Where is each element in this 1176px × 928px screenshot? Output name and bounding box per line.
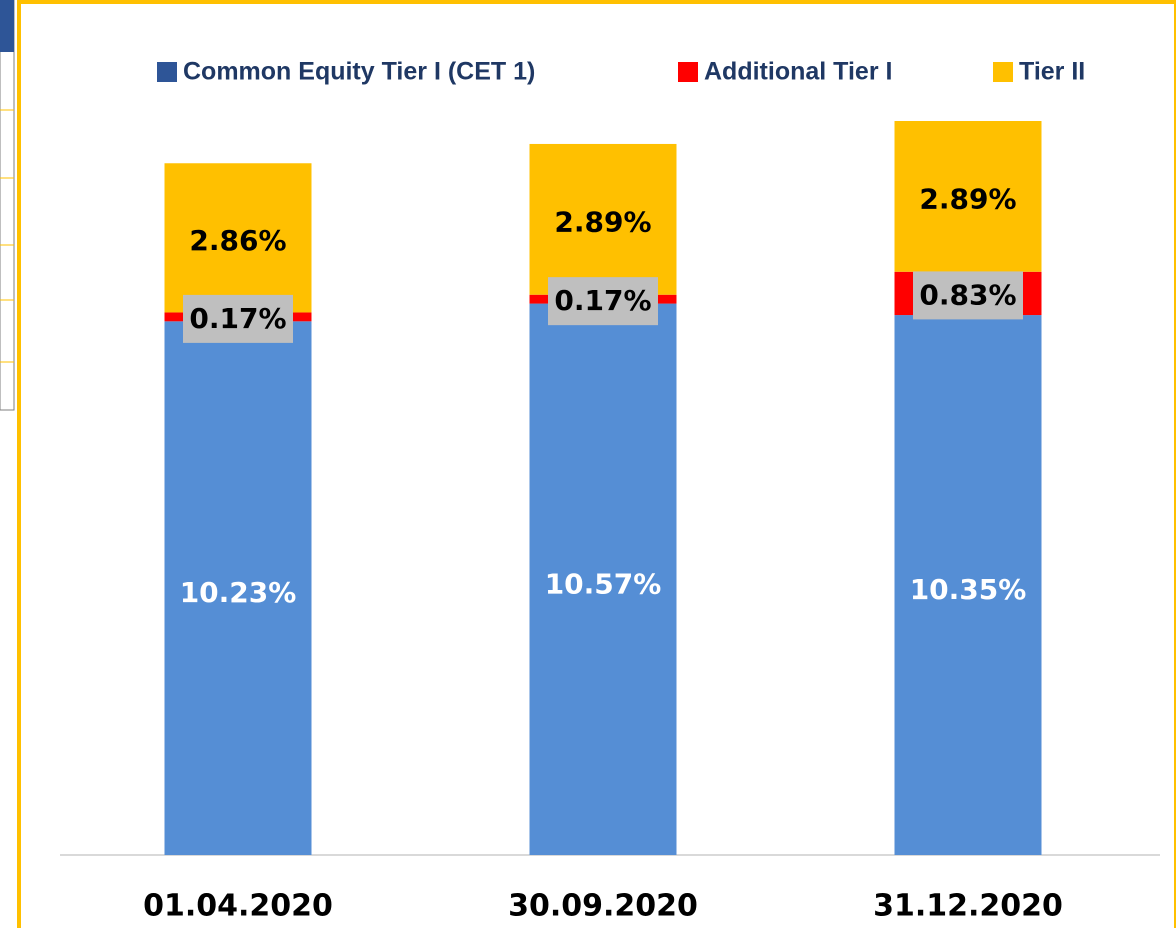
legend-label: Additional Tier I: [704, 58, 892, 86]
data-label: 2.89%: [919, 182, 1016, 215]
x-tick-label: 30.09.2020: [508, 889, 698, 924]
bar-segment: [894, 315, 1042, 855]
bar-segment: [894, 121, 1042, 272]
chart: Common Equity Tier I (CET 1) Additional T…: [143, 58, 1085, 924]
legend-swatch: [157, 62, 177, 82]
data-label-box: [183, 294, 293, 343]
x-tick-label: 01.04.2020: [143, 889, 333, 924]
data-label: 10.23%: [180, 576, 297, 609]
data-label: 10.57%: [545, 567, 662, 600]
data-label: 0.17%: [189, 302, 286, 335]
data-label-box: [913, 271, 1023, 320]
data-label-box: [548, 277, 658, 326]
legend-swatch: [993, 62, 1013, 82]
bar-segment: [164, 163, 312, 313]
bar-segment: [529, 143, 677, 295]
data-label: 2.86%: [189, 224, 286, 257]
legend-swatch: [678, 62, 698, 82]
legend-label: Common Equity Tier I (CET 1): [183, 58, 535, 86]
side-table-fragment: [0, 0, 15, 411]
legend-label: Tier II: [1019, 58, 1085, 86]
bar-segment: [529, 303, 677, 856]
data-label: 0.83%: [919, 278, 1016, 311]
data-label: 10.35%: [910, 573, 1027, 606]
bar-segment: [164, 321, 312, 855]
data-label: 2.89%: [554, 205, 651, 238]
x-tick-label: 31.12.2020: [873, 889, 1063, 924]
data-label: 0.17%: [554, 284, 651, 317]
